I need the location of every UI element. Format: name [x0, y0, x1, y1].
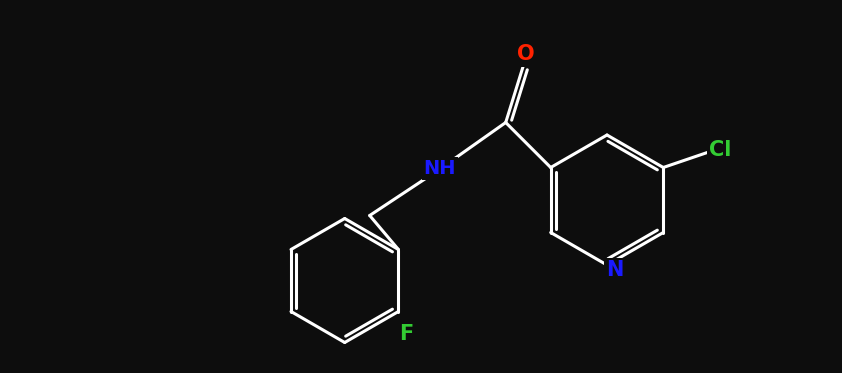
- Text: NH: NH: [424, 159, 456, 178]
- Text: F: F: [399, 323, 413, 344]
- Text: Cl: Cl: [709, 140, 732, 160]
- Text: O: O: [517, 44, 535, 65]
- Text: N: N: [606, 260, 624, 280]
